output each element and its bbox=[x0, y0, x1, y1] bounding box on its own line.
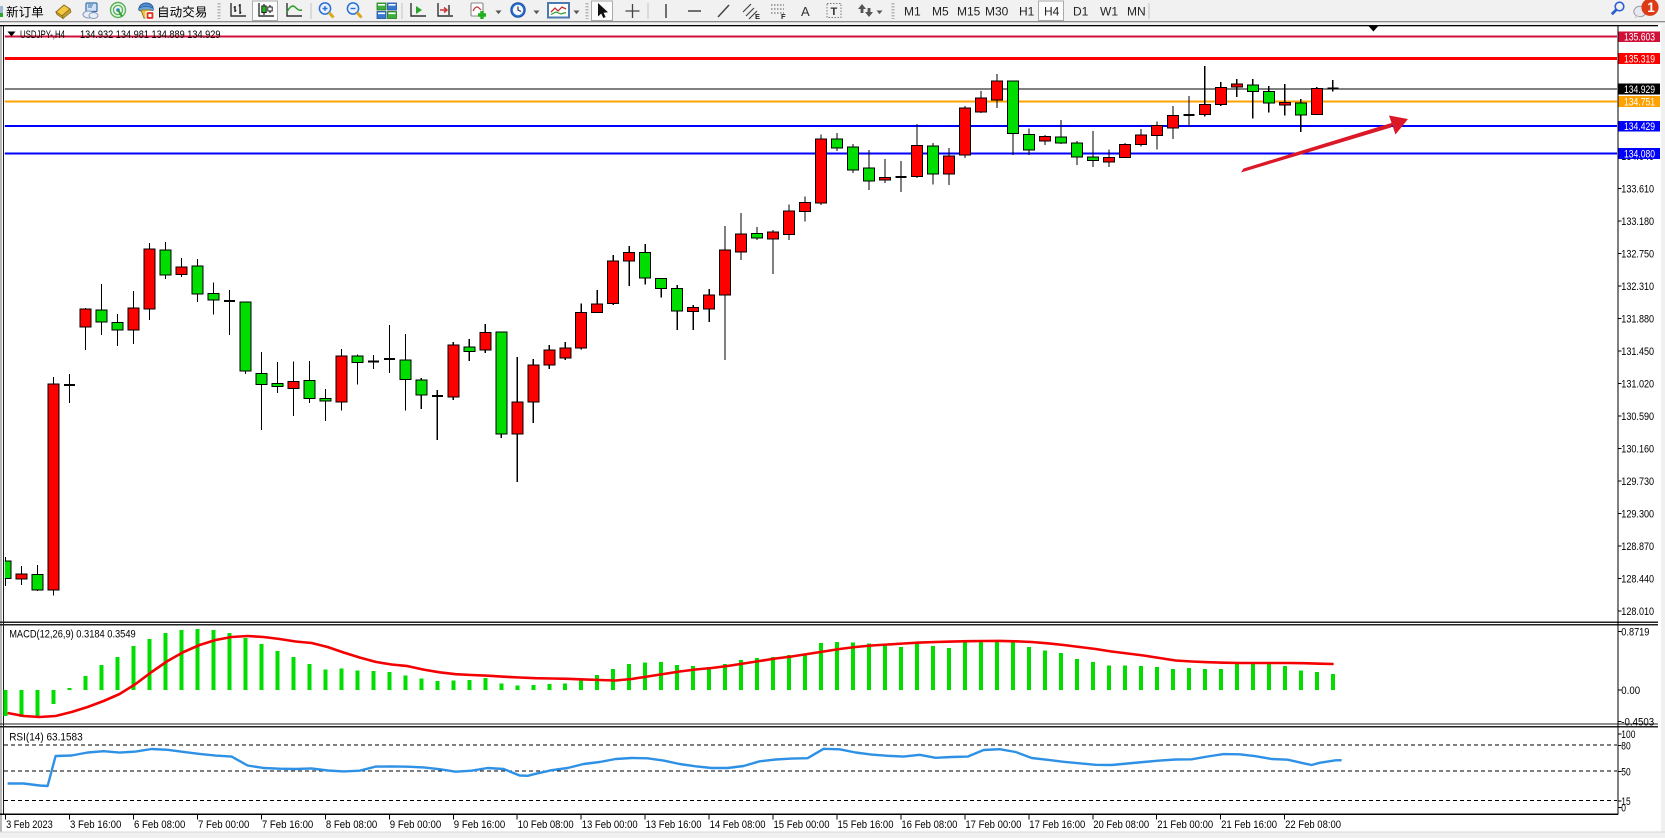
svg-text:134.751: 134.751 bbox=[1624, 97, 1655, 109]
svg-text:3 Feb 2023: 3 Feb 2023 bbox=[6, 819, 53, 831]
svg-text:130.160: 130.160 bbox=[1621, 444, 1654, 456]
svg-text:M30: M30 bbox=[985, 5, 1009, 19]
svg-text:8 Feb 08:00: 8 Feb 08:00 bbox=[326, 819, 377, 831]
svg-text:3 Feb 16:00: 3 Feb 16:00 bbox=[70, 819, 121, 831]
svg-text:RSI(14) 63.1583: RSI(14) 63.1583 bbox=[9, 731, 83, 743]
svg-text:9 Feb 00:00: 9 Feb 00:00 bbox=[390, 819, 441, 831]
svg-text:50: 50 bbox=[1621, 766, 1630, 778]
svg-text:E: E bbox=[755, 12, 760, 21]
svg-text:M1: M1 bbox=[904, 5, 921, 19]
svg-text:17 Feb 00:00: 17 Feb 00:00 bbox=[965, 819, 1021, 831]
svg-text:15 Feb 00:00: 15 Feb 00:00 bbox=[774, 819, 830, 831]
svg-text:128.870: 128.870 bbox=[1621, 541, 1654, 553]
svg-text:16 Feb 08:00: 16 Feb 08:00 bbox=[901, 819, 957, 831]
svg-text:9 Feb 16:00: 9 Feb 16:00 bbox=[454, 819, 505, 831]
svg-text:132.750: 132.750 bbox=[1621, 249, 1654, 261]
svg-text:A: A bbox=[801, 4, 810, 19]
svg-text:0.8719: 0.8719 bbox=[1621, 627, 1649, 639]
svg-text:13 Feb 00:00: 13 Feb 00:00 bbox=[582, 819, 638, 831]
svg-text:14 Feb 08:00: 14 Feb 08:00 bbox=[710, 819, 766, 831]
svg-text:135.603: 135.603 bbox=[1624, 32, 1655, 44]
svg-text:20 Feb 08:00: 20 Feb 08:00 bbox=[1093, 819, 1149, 831]
svg-text:130.590: 130.590 bbox=[1621, 411, 1654, 423]
svg-text:1: 1 bbox=[1647, 0, 1655, 15]
svg-text:M15: M15 bbox=[957, 5, 981, 19]
svg-text:MACD(12,26,9) 0.3184 0.3549: MACD(12,26,9) 0.3184 0.3549 bbox=[9, 629, 136, 641]
svg-text:134.429: 134.429 bbox=[1624, 121, 1655, 133]
svg-text:MN: MN bbox=[1127, 5, 1146, 19]
svg-text:131.450: 131.450 bbox=[1621, 346, 1654, 358]
svg-text:134.080: 134.080 bbox=[1624, 149, 1655, 161]
svg-text:133.610: 133.610 bbox=[1621, 184, 1654, 196]
svg-text:100: 100 bbox=[1621, 729, 1635, 741]
svg-text:131.020: 131.020 bbox=[1621, 379, 1654, 391]
svg-text:21 Feb 00:00: 21 Feb 00:00 bbox=[1157, 819, 1213, 831]
svg-text:T: T bbox=[831, 6, 838, 18]
svg-text:10 Feb 08:00: 10 Feb 08:00 bbox=[518, 819, 574, 831]
svg-text:133.180: 133.180 bbox=[1621, 216, 1654, 228]
svg-text:128.010: 128.010 bbox=[1621, 606, 1654, 618]
svg-text:15 Feb 16:00: 15 Feb 16:00 bbox=[838, 819, 894, 831]
svg-text:132.310: 132.310 bbox=[1621, 281, 1654, 293]
svg-text:22 Feb 08:00: 22 Feb 08:00 bbox=[1285, 819, 1341, 831]
svg-text:F: F bbox=[781, 12, 786, 21]
svg-text:135.319: 135.319 bbox=[1624, 54, 1655, 66]
svg-text:H1: H1 bbox=[1019, 5, 1035, 19]
svg-text:134.929: 134.929 bbox=[1624, 84, 1655, 96]
svg-text:M5: M5 bbox=[932, 5, 949, 19]
svg-text:W1: W1 bbox=[1100, 5, 1118, 19]
svg-text:0.00: 0.00 bbox=[1621, 685, 1640, 697]
svg-text:-0.4503: -0.4503 bbox=[1621, 717, 1654, 729]
svg-text:D1: D1 bbox=[1073, 5, 1089, 19]
svg-text:21 Feb 16:00: 21 Feb 16:00 bbox=[1221, 819, 1277, 831]
svg-text:13 Feb 16:00: 13 Feb 16:00 bbox=[646, 819, 702, 831]
svg-text:80: 80 bbox=[1621, 741, 1630, 753]
svg-text:15: 15 bbox=[1621, 796, 1630, 808]
svg-text:129.730: 129.730 bbox=[1621, 476, 1654, 488]
svg-text:7 Feb 16:00: 7 Feb 16:00 bbox=[262, 819, 313, 831]
svg-text:7 Feb 00:00: 7 Feb 00:00 bbox=[198, 819, 249, 831]
svg-text:129.300: 129.300 bbox=[1621, 509, 1654, 521]
svg-text:134.932 134.981 134.889 134.92: 134.932 134.981 134.889 134.929 bbox=[80, 29, 221, 41]
svg-text:USDJPY-,H4: USDJPY-,H4 bbox=[20, 29, 65, 41]
svg-text:17 Feb 16:00: 17 Feb 16:00 bbox=[1029, 819, 1085, 831]
svg-text:131.880: 131.880 bbox=[1621, 314, 1654, 326]
svg-text:6 Feb 08:00: 6 Feb 08:00 bbox=[134, 819, 185, 831]
svg-text:0: 0 bbox=[1621, 803, 1626, 815]
svg-text:128.440: 128.440 bbox=[1621, 574, 1654, 586]
svg-text:H4: H4 bbox=[1044, 5, 1060, 19]
